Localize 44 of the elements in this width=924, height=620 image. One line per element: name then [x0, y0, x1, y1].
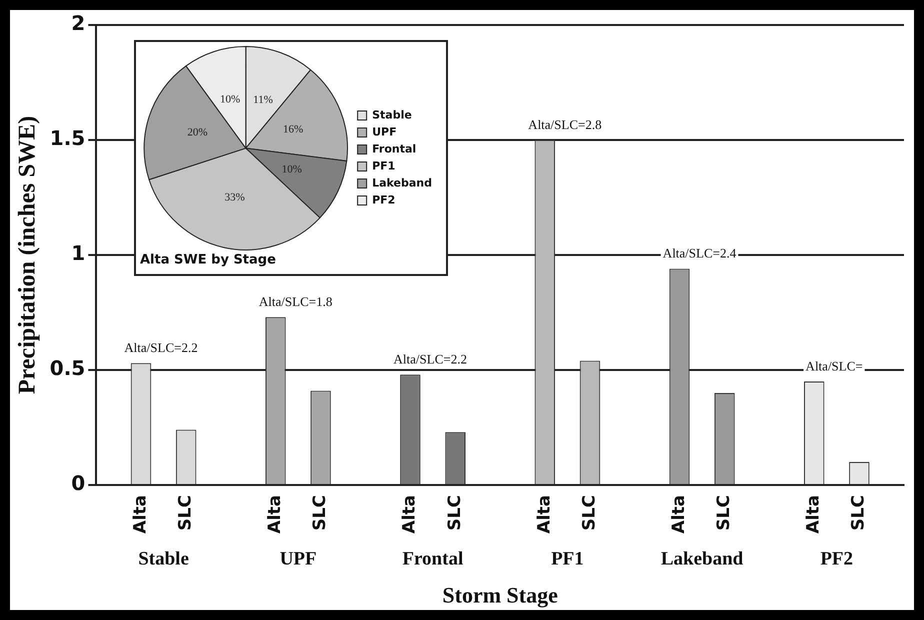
y-tick-label: 0	[71, 471, 86, 496]
x-tick-label: Stable	[138, 548, 189, 570]
annotation: Alta/SLC=	[806, 358, 863, 374]
data-label: 11%	[253, 94, 273, 106]
y-tick-label: 0.5	[50, 356, 86, 380]
text: Alta	[668, 495, 689, 534]
legend-label: PF1	[372, 159, 396, 172]
legend-label: PF2	[372, 193, 396, 206]
text: SLC	[310, 495, 330, 531]
x-tick-label: Lakeband	[660, 548, 744, 570]
legend-label: Stable	[372, 108, 412, 122]
text: Alta	[804, 495, 824, 534]
data-label: 33%	[224, 192, 245, 204]
data-label: 16%	[282, 123, 304, 136]
annotation: Alta/SLC=2.8	[528, 116, 602, 132]
text: Alta	[265, 495, 286, 534]
legend-label: Lakeband	[372, 176, 432, 190]
text: Alta	[130, 495, 150, 534]
x-tick-label: PF1	[551, 548, 584, 570]
text: SLC	[848, 495, 869, 531]
x-axis-title: Storm Stage	[442, 582, 558, 608]
text: Alta	[534, 495, 554, 534]
text: SLC	[444, 495, 465, 531]
annotation: Alta/SLC=1.8	[258, 294, 332, 310]
x-tick-label: Frontal	[402, 548, 464, 570]
data-label: 10%	[282, 164, 302, 176]
annotation: Alta/SLC=2.2	[394, 352, 467, 367]
annotation: Alta/SLC=2.4	[662, 246, 737, 261]
y-tick-label: 1.5	[50, 126, 86, 150]
y-axis-title: Precipitation (inches SWE)	[14, 116, 41, 394]
text: SLC	[714, 495, 734, 531]
text: SLC	[176, 495, 196, 531]
legend-label: UPF	[372, 125, 397, 138]
text: Alta	[400, 495, 420, 534]
x-tick-label: PF2	[820, 548, 854, 570]
annotation: Alta/SLC=2.2	[124, 340, 198, 356]
y-tick-label: 1	[71, 241, 86, 266]
data-label: 20%	[187, 126, 208, 138]
text: Alta SWE by Stage	[140, 252, 276, 268]
legend-label: Frontal	[372, 142, 416, 156]
text: SLC	[579, 495, 600, 531]
x-tick-label: UPF	[280, 548, 317, 570]
data-label: 10%	[220, 94, 240, 106]
y-tick-label: 2	[71, 11, 86, 36]
